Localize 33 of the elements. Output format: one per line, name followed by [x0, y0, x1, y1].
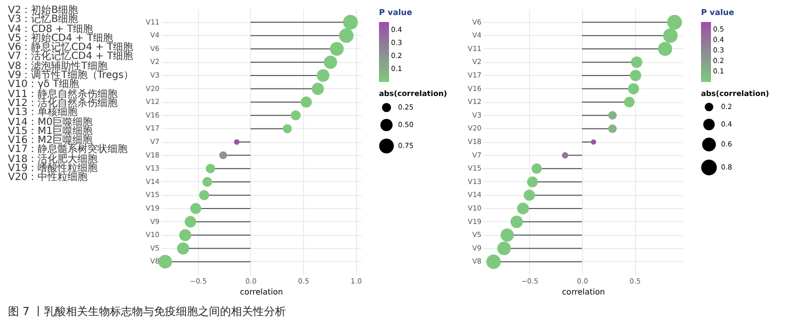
point [527, 176, 538, 188]
x-axis-title: correlation [240, 288, 283, 296]
text: V17：静息髓系树突状细胞 [8, 144, 129, 156]
point [324, 56, 338, 69]
point [316, 69, 330, 82]
text: V3：记忆B细胞 [8, 14, 78, 26]
point [290, 110, 301, 120]
point [624, 96, 635, 108]
point [630, 56, 642, 68]
x-axis-title: correlation [562, 288, 605, 296]
point [177, 242, 190, 254]
point [510, 216, 523, 228]
point [532, 163, 542, 174]
point [184, 216, 196, 228]
color-bar-title: P value [379, 8, 413, 17]
point [190, 203, 202, 214]
point [199, 190, 210, 200]
text: V12：活化自然杀伤细胞 [8, 98, 119, 109]
text: V18：活化肥大细胞 [8, 154, 99, 165]
text: V11：静息自然杀伤细胞 [8, 88, 119, 100]
point [524, 190, 535, 201]
point [517, 202, 529, 214]
color-bar-title: P value [701, 8, 735, 17]
point [179, 229, 192, 242]
text: V13：单核细胞 [8, 107, 78, 118]
point [628, 83, 640, 94]
point [300, 96, 312, 108]
text: V20：中性粒细胞 [8, 172, 88, 184]
text: V2：初始B细胞 [8, 5, 80, 16]
text: V10：γδ T细胞 [8, 79, 79, 90]
caption: 图 7 丨乳酸相关生物标志物与免疫细胞之间的相关性分析 [8, 304, 286, 319]
point [630, 70, 642, 82]
point [312, 82, 324, 95]
